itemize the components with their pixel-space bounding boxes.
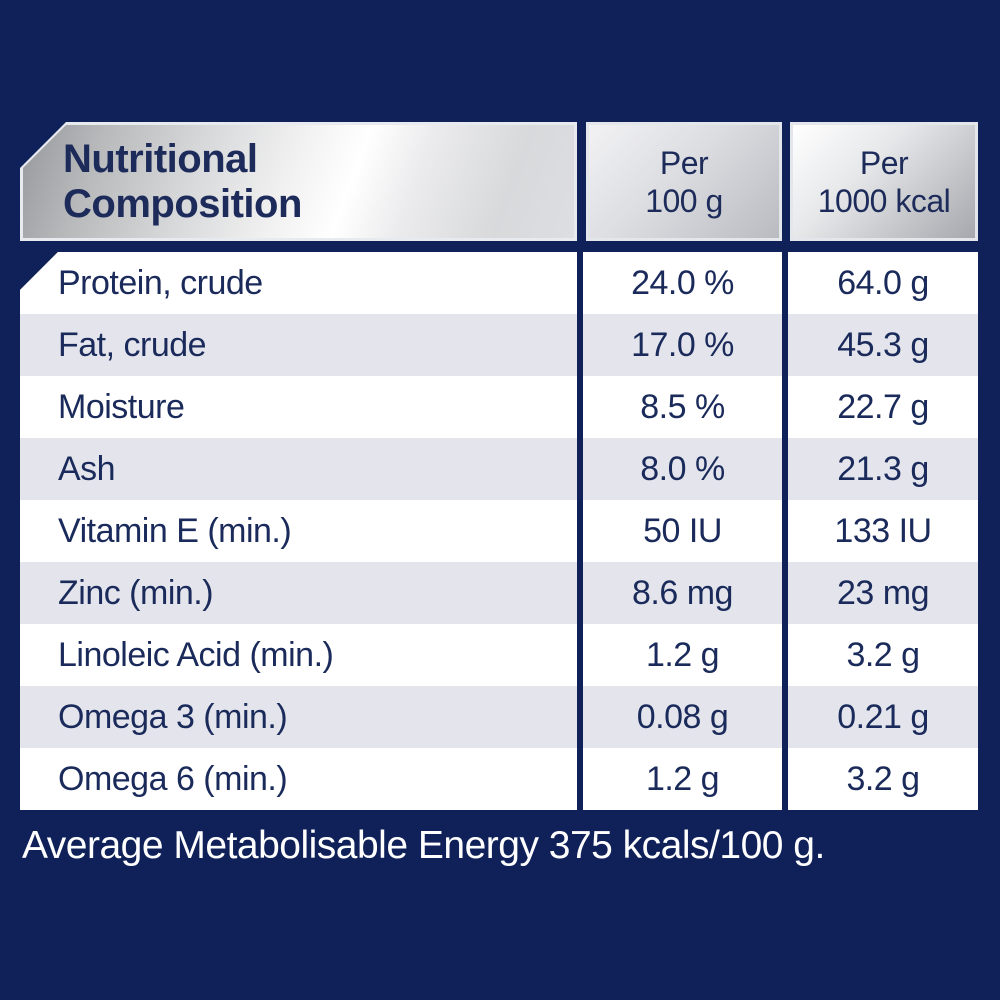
- row-value-per-100g: 17.0 %: [583, 314, 782, 376]
- header-per-100g-line1: Per: [659, 144, 709, 181]
- table-row: Vitamin E (min.) 50 IU 133 IU: [20, 500, 978, 562]
- table-row: Ash 8.0 % 21.3 g: [20, 438, 978, 500]
- row-value-per-1000kcal: 3.2 g: [788, 624, 978, 686]
- row-label: Omega 3 (min.): [20, 686, 577, 748]
- row-value-per-100g: 24.0 %: [583, 252, 782, 314]
- row-value-per-1000kcal: 23 mg: [788, 562, 978, 624]
- row-value-per-1000kcal: 3.2 g: [788, 748, 978, 810]
- column-divider: [782, 624, 788, 686]
- row-value-per-100g: 0.08 g: [583, 686, 782, 748]
- column-divider: [577, 438, 583, 500]
- table-row: Linoleic Acid (min.) 1.2 g 3.2 g: [20, 624, 978, 686]
- header-per-1000kcal-line2: 1000 kcal: [817, 182, 951, 219]
- table-row: Fat, crude 17.0 % 45.3 g: [20, 314, 978, 376]
- column-divider: [782, 252, 788, 314]
- metabolisable-energy-note: Average Metabolisable Energy 375 kcals/1…: [22, 824, 825, 867]
- table-title-line1: Nutritional: [63, 136, 258, 181]
- column-divider: [782, 562, 788, 624]
- row-value-per-100g: 1.2 g: [583, 748, 782, 810]
- header-cell-composition: Nutritional Composition: [20, 122, 577, 241]
- column-divider: [577, 624, 583, 686]
- table-row: Protein, crude 24.0 % 64.0 g: [20, 252, 978, 314]
- row-label: Zinc (min.): [20, 562, 577, 624]
- column-divider: [782, 500, 788, 562]
- table-header: Nutritional Composition Per 100 g Per 10…: [20, 122, 978, 241]
- header-cell-per-1000kcal: Per 1000 kcal: [790, 122, 978, 241]
- column-divider: [782, 748, 788, 810]
- header-per-1000kcal-line1: Per: [859, 144, 909, 181]
- row-value-per-100g: 8.0 %: [583, 438, 782, 500]
- row-value-per-100g: 8.6 mg: [583, 562, 782, 624]
- column-divider: [782, 686, 788, 748]
- column-divider: [782, 376, 788, 438]
- row-value-per-1000kcal: 22.7 g: [788, 376, 978, 438]
- table-row: Omega 3 (min.) 0.08 g 0.21 g: [20, 686, 978, 748]
- header-per-100g-line2: 100 g: [645, 182, 723, 219]
- column-divider: [782, 438, 788, 500]
- row-label: Vitamin E (min.): [20, 500, 577, 562]
- table-row: Omega 6 (min.) 1.2 g 3.2 g: [20, 748, 978, 810]
- row-value-per-100g: 8.5 %: [583, 376, 782, 438]
- row-value-per-1000kcal: 64.0 g: [788, 252, 978, 314]
- nutrition-table-body: Protein, crude 24.0 % 64.0 g Fat, crude …: [20, 252, 978, 810]
- row-value-per-1000kcal: 21.3 g: [788, 438, 978, 500]
- row-value-per-1000kcal: 0.21 g: [788, 686, 978, 748]
- column-divider: [577, 252, 583, 314]
- row-value-per-100g: 1.2 g: [583, 624, 782, 686]
- column-divider: [577, 314, 583, 376]
- column-divider: [577, 376, 583, 438]
- row-label: Omega 6 (min.): [20, 748, 577, 810]
- column-divider: [577, 562, 583, 624]
- table-row: Zinc (min.) 8.6 mg 23 mg: [20, 562, 978, 624]
- row-label: Linoleic Acid (min.): [20, 624, 577, 686]
- table-row: Moisture 8.5 % 22.7 g: [20, 376, 978, 438]
- row-label: Ash: [20, 438, 577, 500]
- header-cell-per-100g: Per 100 g: [586, 122, 782, 241]
- column-divider: [577, 748, 583, 810]
- header-cell-composition-surface: Nutritional Composition: [23, 125, 574, 238]
- table-title: Nutritional Composition: [23, 137, 302, 227]
- row-label: Moisture: [20, 376, 577, 438]
- row-label: Protein, crude: [20, 252, 577, 314]
- row-value-per-1000kcal: 133 IU: [788, 500, 978, 562]
- table-title-line2: Composition: [63, 181, 302, 226]
- column-divider: [782, 314, 788, 376]
- row-value-per-100g: 50 IU: [583, 500, 782, 562]
- column-divider: [577, 500, 583, 562]
- row-label: Fat, crude: [20, 314, 577, 376]
- column-divider: [577, 686, 583, 748]
- row-value-per-1000kcal: 45.3 g: [788, 314, 978, 376]
